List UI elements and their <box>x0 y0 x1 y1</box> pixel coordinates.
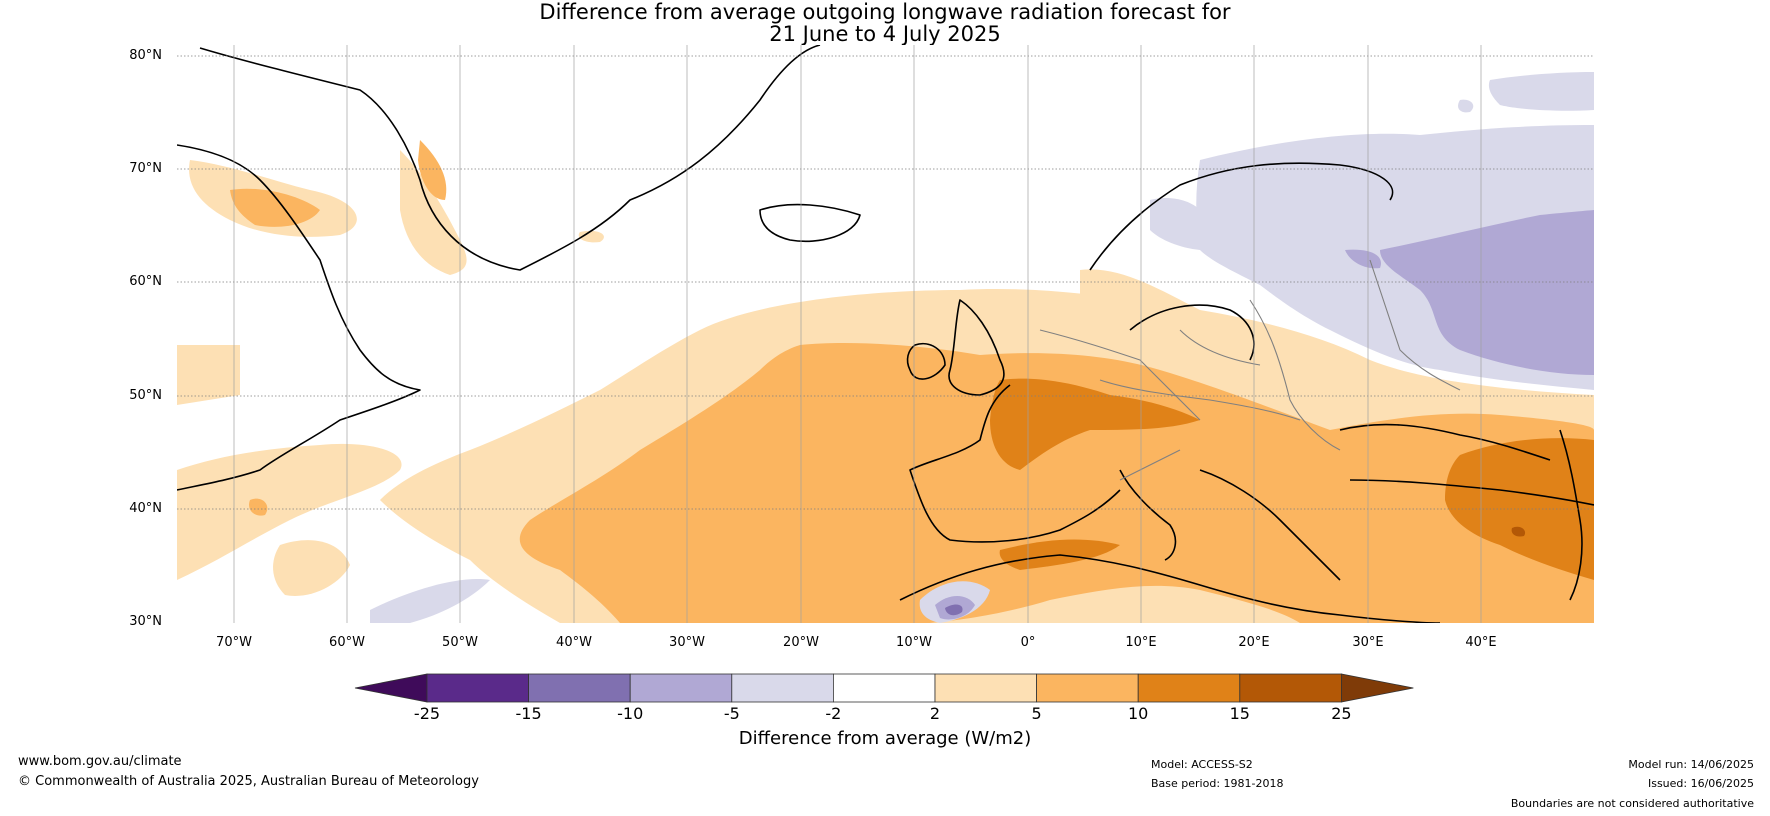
lon-label-10w: 10°W <box>896 635 932 650</box>
lat-label-80n: 80°N <box>129 48 162 63</box>
colorbar-tick-label: -15 <box>515 704 542 723</box>
colorbar-box <box>528 673 631 703</box>
lon-label-70w: 70°W <box>216 635 252 650</box>
map-title-line2: 21 June to 4 July 2025 <box>769 22 1001 46</box>
anomaly-15-to-25-region <box>1511 526 1526 537</box>
anomaly-5-to-10-regions <box>230 140 1594 623</box>
lat-label-30n: 30°N <box>129 614 162 629</box>
lon-label-30e: 30°E <box>1352 635 1384 650</box>
colorbar-tick-label: -10 <box>617 704 644 723</box>
colorbar-label: Difference from average (W/m2) <box>738 728 1032 749</box>
lat-label-60n: 60°N <box>129 274 162 289</box>
lon-label-40w: 40°W <box>556 635 592 650</box>
colorbar-box <box>1036 673 1139 703</box>
colorbar-box <box>1239 673 1342 703</box>
footer-base-period: Base period: 1981-2018 <box>1151 777 1284 790</box>
colorbar-tick-label: 25 <box>1331 704 1352 723</box>
colorbar-tick-label: -2 <box>825 704 842 723</box>
map-title-line1: Difference from average outgoing longwav… <box>539 0 1231 24</box>
lon-label-60w: 60°W <box>329 635 365 650</box>
lon-label-0: 0° <box>1020 635 1036 650</box>
colorbar-extend-min <box>354 673 428 703</box>
anomaly-minus15-to-minus10-region <box>945 604 963 616</box>
footer-model-run: Model run: 14/06/2025 <box>1628 758 1754 771</box>
meridian-lines <box>233 45 1482 623</box>
colorbar-tick-label: -5 <box>723 704 740 723</box>
lon-label-30w: 30°W <box>669 635 705 650</box>
colorbar-tick-label: 10 <box>1128 704 1149 723</box>
lon-label-20e: 20°E <box>1238 635 1270 650</box>
lon-label-20w: 20°W <box>783 635 819 650</box>
colorbar-tick-label: -25 <box>413 704 441 723</box>
lat-label-70n: 70°N <box>129 161 162 176</box>
footer-url[interactable]: www.bom.gov.au/climate <box>18 754 182 769</box>
colorbar-box <box>629 673 733 703</box>
graticule-lines <box>177 55 1594 510</box>
colorbar-tick-label: 15 <box>1229 704 1250 723</box>
lon-label-50w: 50°W <box>442 635 478 650</box>
colorbar-box <box>1137 673 1241 703</box>
footer-disclaimer: Boundaries are not considered authoritat… <box>1510 797 1754 810</box>
lat-label-40n: 40°N <box>129 501 162 516</box>
colorbar-box <box>833 673 936 703</box>
footer-issued: Issued: 16/06/2025 <box>1647 777 1754 790</box>
colorbar-box <box>426 673 529 703</box>
colorbar-box <box>934 673 1037 703</box>
colorbar-tick-label: 5 <box>1031 704 1042 723</box>
footer-copyright: © Commonwealth of Australia 2025, Austra… <box>18 774 479 789</box>
lon-label-40e: 40°E <box>1465 635 1497 650</box>
colorbar-box <box>731 673 834 703</box>
colorbar-extend-max <box>1341 673 1414 703</box>
country-borders <box>1039 259 1461 481</box>
colorbar-tick-label: 2 <box>929 704 941 723</box>
footer-model: Model: ACCESS-S2 <box>1151 758 1253 771</box>
lon-label-10e: 10°E <box>1125 635 1157 650</box>
anomaly-10-to-15-regions <box>990 378 1594 580</box>
lat-label-50n: 50°N <box>129 388 162 403</box>
coastlines <box>177 45 1594 623</box>
